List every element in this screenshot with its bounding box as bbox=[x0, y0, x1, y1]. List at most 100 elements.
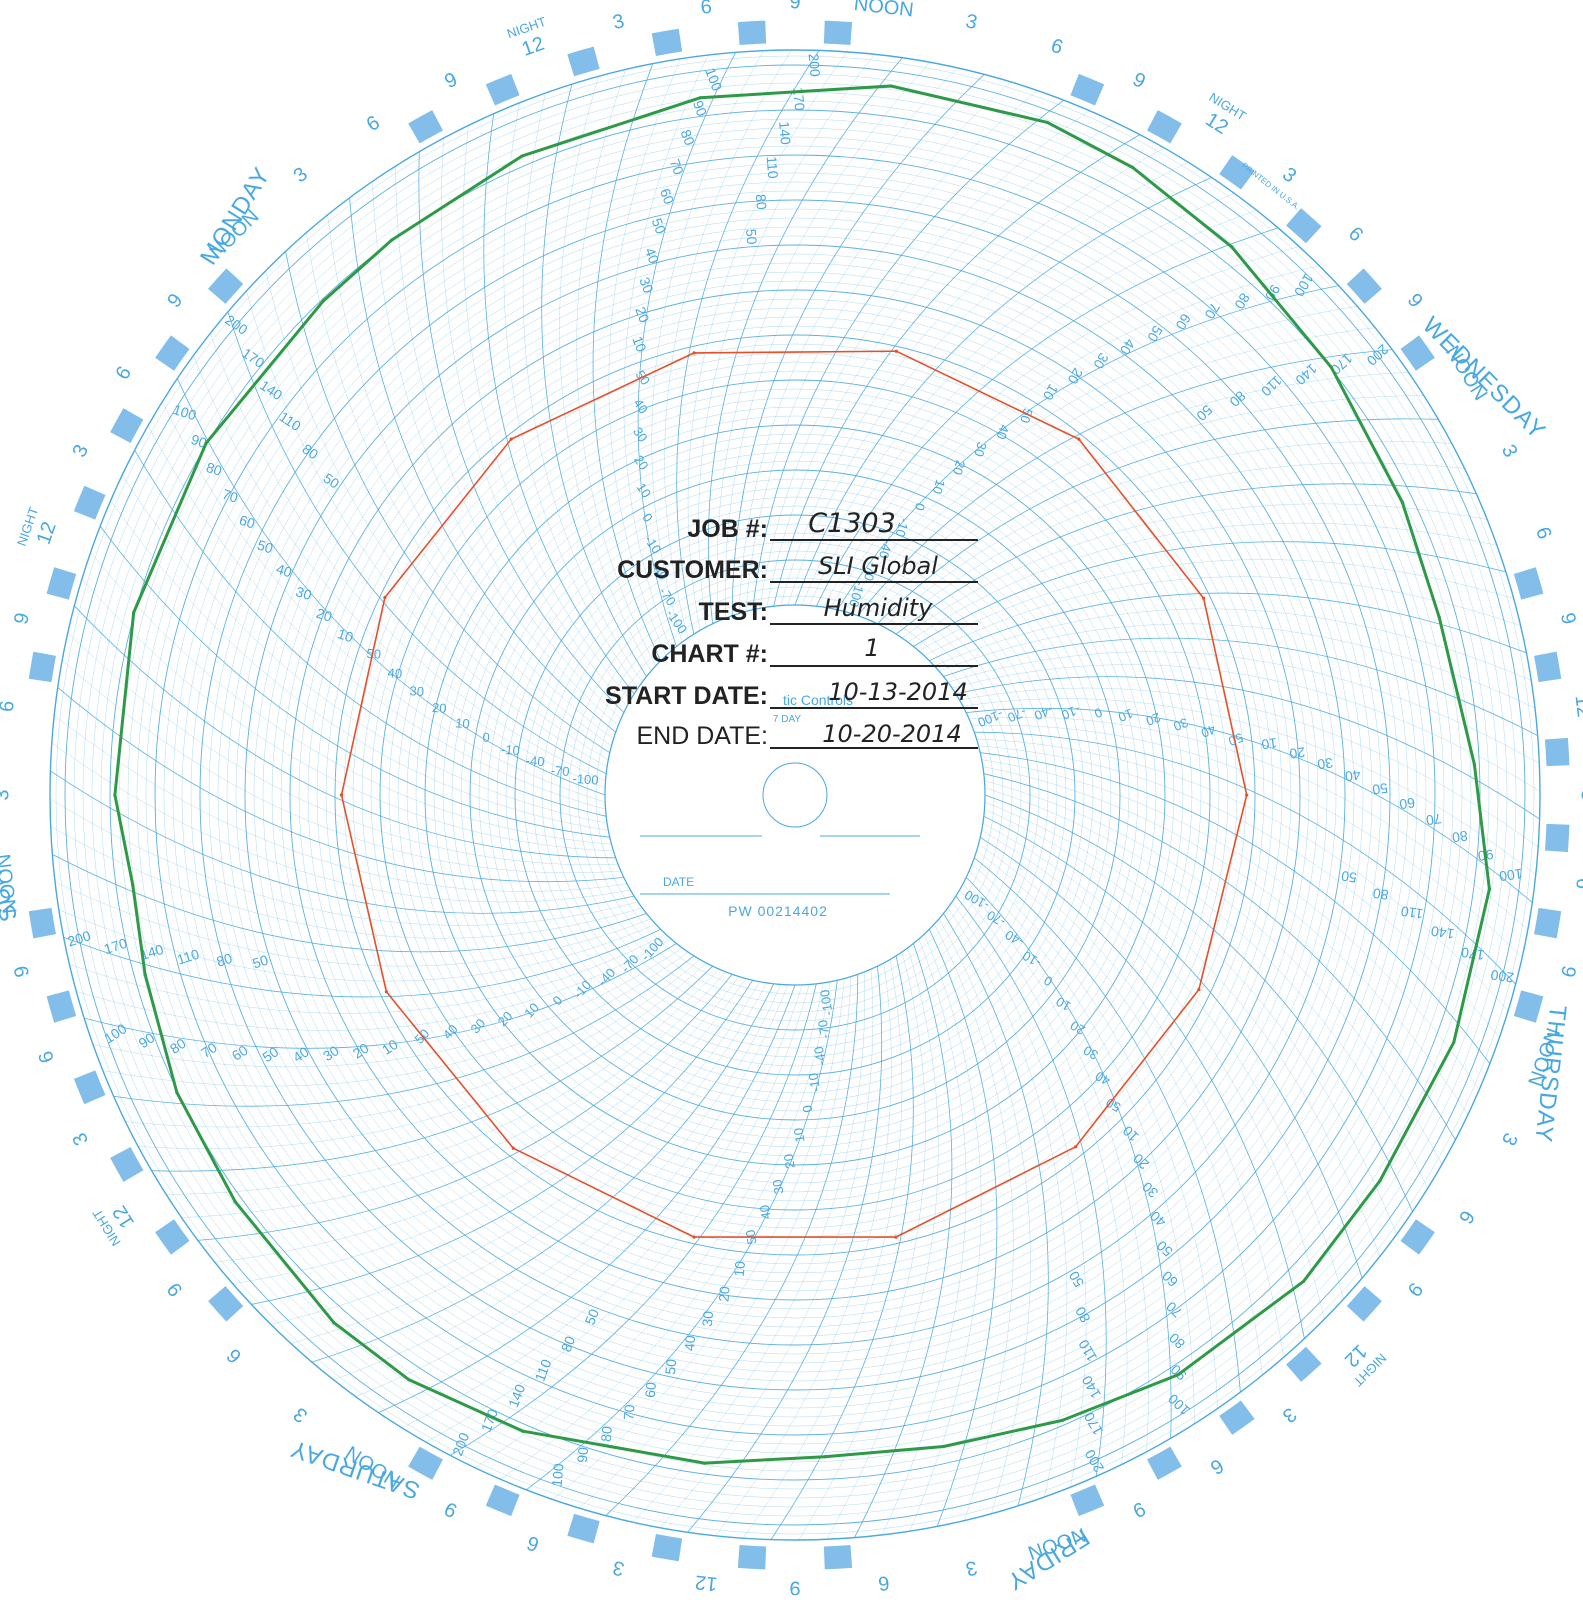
scale-tick-fahrenheit: 140 bbox=[505, 1382, 528, 1410]
time-line bbox=[166, 968, 720, 1195]
humidity-trace-point bbox=[321, 299, 325, 303]
scale-tick-inner: 20 bbox=[1144, 710, 1163, 729]
night-band bbox=[408, 110, 443, 144]
night-band bbox=[823, 1544, 853, 1570]
grid-ring bbox=[496, 496, 1094, 1094]
grid-ring bbox=[460, 460, 1130, 1130]
time-line bbox=[801, 193, 1235, 606]
hour-label: 3 bbox=[290, 163, 312, 187]
customer-value: SLI Global bbox=[818, 552, 938, 580]
grid-ring bbox=[442, 442, 1148, 1148]
temperature-trace-point bbox=[1074, 1145, 1078, 1149]
time-line bbox=[984, 801, 1397, 1235]
scale-tick-outer: 80 bbox=[598, 1425, 615, 1442]
time-line bbox=[425, 984, 810, 1443]
humidity-trace-point bbox=[1472, 762, 1476, 767]
time-line bbox=[193, 355, 606, 789]
scale-tick-outer: 60 bbox=[1172, 311, 1194, 333]
humidity-trace-point bbox=[1131, 165, 1135, 170]
night-band bbox=[1147, 1446, 1182, 1480]
scale-tick-fahrenheit: 170 bbox=[1328, 350, 1356, 378]
time-line bbox=[698, 54, 875, 628]
time-line bbox=[227, 311, 607, 775]
scale-tick-inner: -100 bbox=[846, 580, 868, 609]
time-line bbox=[62, 659, 621, 874]
scale-tick-inner: 20 bbox=[781, 1153, 798, 1170]
time-line bbox=[809, 210, 1257, 606]
night-band bbox=[1485, 1070, 1517, 1104]
grid-ring bbox=[469, 469, 1121, 1121]
scale-tick-inner: -70 bbox=[861, 560, 881, 582]
grid-ring bbox=[190, 190, 1400, 1400]
scale-tick-outer: 20 bbox=[715, 1285, 732, 1302]
scale-tick-outer: 100 bbox=[549, 1463, 567, 1488]
humidity-trace-point bbox=[1437, 615, 1441, 619]
time-line bbox=[147, 425, 606, 810]
job-value: C1303 bbox=[808, 508, 896, 539]
time-line bbox=[951, 664, 1541, 792]
scale-tick-outer: 40 bbox=[274, 560, 294, 580]
time-line bbox=[210, 333, 606, 781]
chart-grid bbox=[49, 49, 1541, 1541]
grid-ring bbox=[262, 262, 1328, 1328]
hub-period: 7 DAY bbox=[773, 714, 801, 725]
time-line bbox=[378, 984, 796, 1413]
humidity-trace-point bbox=[698, 96, 703, 100]
grid-ring bbox=[181, 181, 1409, 1409]
humidity-trace-point bbox=[1060, 1418, 1064, 1422]
scale-tick-outer: 90 bbox=[136, 1029, 158, 1051]
scale-tick-outer: 10 bbox=[1260, 735, 1278, 753]
scale-tick-outer: 70 bbox=[198, 1039, 220, 1061]
time-line bbox=[738, 81, 1012, 614]
hour-label: 9 bbox=[163, 290, 187, 312]
time-line bbox=[49, 798, 639, 926]
scale-tick-inner: 30 bbox=[1081, 1043, 1101, 1063]
time-line bbox=[251, 979, 754, 1305]
hour-label: 12 bbox=[694, 1571, 719, 1595]
scale-tick-inner: 20 bbox=[432, 700, 447, 716]
night-band bbox=[21, 824, 45, 852]
time-line bbox=[969, 716, 1528, 931]
humidity-trace-point bbox=[521, 1429, 525, 1433]
scale-tick-outer: 70 bbox=[1425, 811, 1443, 829]
time-line bbox=[92, 947, 683, 1068]
time-line bbox=[798, 951, 926, 1541]
grid-ring bbox=[55, 55, 1535, 1535]
scale-tick-inner: 30 bbox=[971, 440, 990, 458]
scale-tick-inner: 0 bbox=[482, 730, 490, 745]
time-line bbox=[982, 823, 1344, 1300]
grid-ring bbox=[307, 307, 1283, 1283]
time-line bbox=[197, 974, 733, 1241]
grid-ring bbox=[586, 586, 1004, 1004]
time-line bbox=[67, 632, 619, 866]
night-band bbox=[1544, 823, 1570, 853]
scale-tick-inner: -40 bbox=[1032, 702, 1055, 723]
scale-tick-outer: 70 bbox=[220, 486, 240, 506]
scale-tick-outer: 100 bbox=[702, 66, 725, 94]
chart-hub: tic Controls 7 DAY DATE PW 00214402 bbox=[604, 604, 986, 986]
grid-ring bbox=[172, 172, 1418, 1418]
time-line bbox=[929, 929, 998, 1527]
humidity-trace-point bbox=[407, 1378, 411, 1382]
hub-date-label: DATE bbox=[663, 875, 694, 889]
humidity-trace-point bbox=[1230, 245, 1234, 249]
time-line bbox=[110, 500, 609, 831]
night-band bbox=[110, 408, 144, 443]
scale-tick-inner: 30 bbox=[769, 1179, 786, 1196]
time-line bbox=[947, 907, 1068, 1498]
grid-ring bbox=[118, 118, 1472, 1472]
time-line bbox=[955, 895, 1107, 1477]
scale-tick-outer: 60 bbox=[1398, 795, 1416, 813]
hour-label: 6 bbox=[1571, 877, 1583, 891]
scale-tick-outer: 50 bbox=[1371, 780, 1389, 798]
time-line bbox=[395, 166, 622, 720]
humidity-trace-point bbox=[702, 1461, 707, 1465]
grid-ring bbox=[424, 424, 1166, 1166]
time-line bbox=[766, 122, 1115, 608]
hour-label: 9 bbox=[1129, 1497, 1149, 1522]
night-band bbox=[208, 1286, 244, 1322]
night-band bbox=[1346, 268, 1382, 304]
night-band bbox=[335, 1401, 370, 1435]
scale-tick-fahrenheit: 170 bbox=[102, 935, 129, 957]
grid-ring bbox=[541, 541, 1049, 1049]
